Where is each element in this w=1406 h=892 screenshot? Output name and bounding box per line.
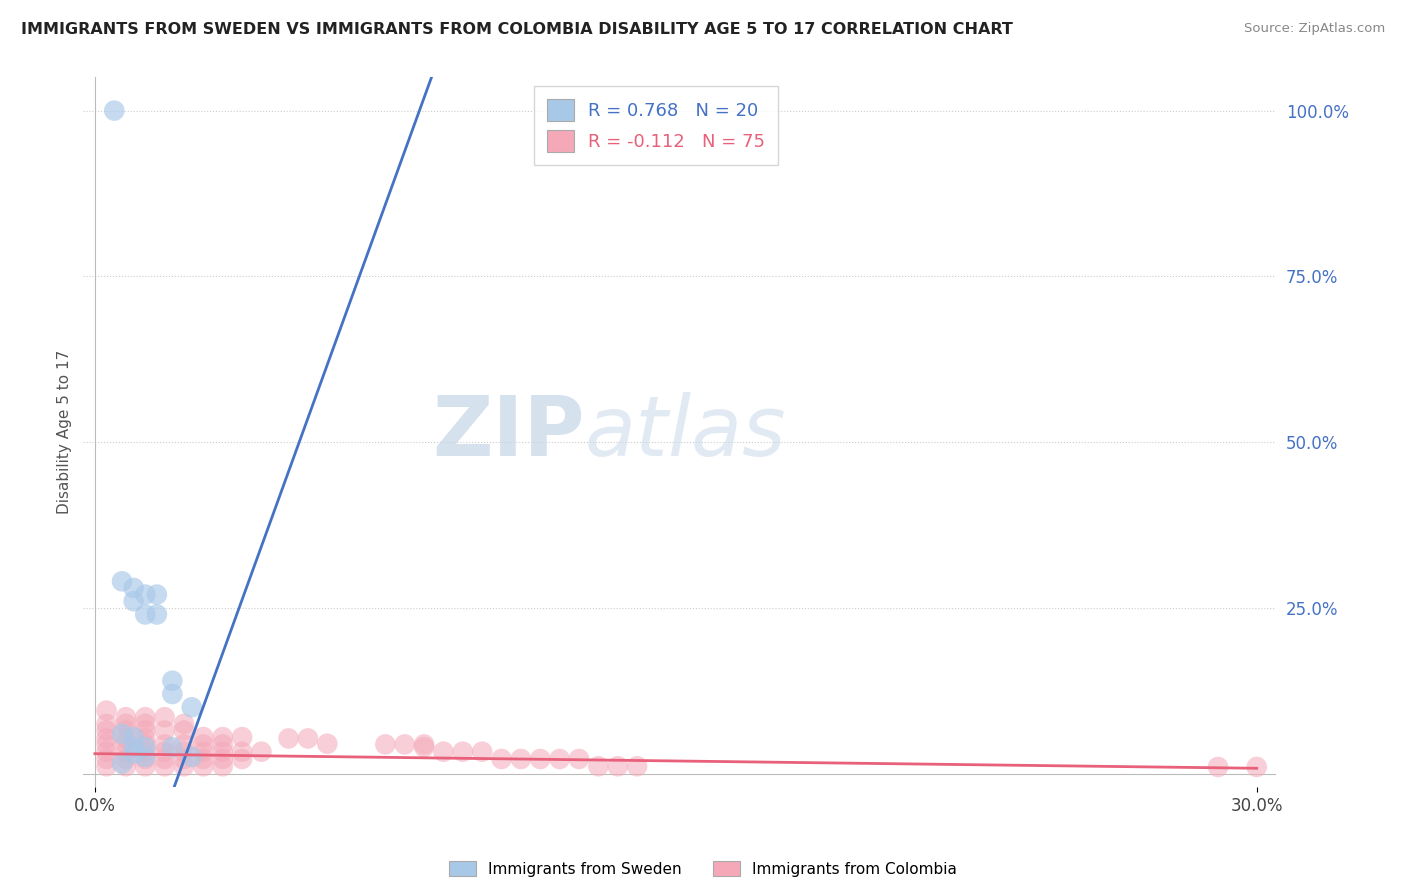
Point: [529, 752, 551, 766]
Point: [153, 745, 176, 759]
Point: [451, 745, 474, 759]
Point: [96, 704, 118, 718]
Point: [413, 740, 436, 755]
Point: [509, 752, 531, 766]
Point: [115, 759, 138, 773]
Point: [173, 716, 195, 731]
Point: [193, 752, 215, 766]
Point: [432, 745, 454, 759]
Point: [134, 740, 156, 755]
Point: [297, 731, 319, 746]
Text: atlas: atlas: [585, 392, 786, 473]
Point: [111, 756, 134, 771]
Point: [1246, 760, 1268, 774]
Point: [277, 731, 299, 746]
Point: [111, 574, 134, 589]
Text: Source: ZipAtlas.com: Source: ZipAtlas.com: [1244, 22, 1385, 36]
Point: [413, 738, 436, 752]
Point: [96, 716, 118, 731]
Point: [211, 752, 233, 766]
Point: [162, 673, 184, 688]
Point: [96, 745, 118, 759]
Point: [122, 581, 145, 595]
Point: [568, 752, 591, 766]
Point: [134, 750, 156, 764]
Point: [162, 687, 184, 701]
Point: [146, 588, 169, 602]
Point: [146, 607, 169, 622]
Point: [193, 738, 215, 752]
Point: [134, 745, 156, 759]
Point: [115, 745, 138, 759]
Point: [115, 723, 138, 738]
Point: [173, 723, 195, 738]
Legend: Immigrants from Sweden, Immigrants from Colombia: Immigrants from Sweden, Immigrants from …: [441, 853, 965, 884]
Point: [122, 730, 145, 744]
Point: [134, 588, 156, 602]
Point: [588, 759, 610, 773]
Point: [122, 740, 145, 755]
Point: [374, 738, 396, 752]
Point: [134, 738, 156, 752]
Point: [491, 752, 513, 766]
Text: IMMIGRANTS FROM SWEDEN VS IMMIGRANTS FROM COLOMBIA DISABILITY AGE 5 TO 17 CORREL: IMMIGRANTS FROM SWEDEN VS IMMIGRANTS FRO…: [21, 22, 1012, 37]
Point: [134, 723, 156, 738]
Point: [134, 752, 156, 766]
Point: [211, 745, 233, 759]
Point: [394, 738, 416, 752]
Text: ZIP: ZIP: [432, 392, 585, 473]
Point: [548, 752, 571, 766]
Point: [231, 730, 253, 744]
Point: [231, 752, 253, 766]
Point: [134, 716, 156, 731]
Point: [193, 759, 215, 773]
Point: [96, 731, 118, 746]
Point: [250, 745, 273, 759]
Point: [211, 759, 233, 773]
Point: [134, 607, 156, 622]
Point: [231, 745, 253, 759]
Point: [134, 731, 156, 746]
Point: [173, 759, 195, 773]
Point: [153, 710, 176, 724]
Point: [180, 750, 202, 764]
Point: [134, 759, 156, 773]
Point: [153, 752, 176, 766]
Point: [162, 740, 184, 755]
Point: [96, 738, 118, 752]
Point: [115, 710, 138, 724]
Point: [153, 759, 176, 773]
Point: [122, 747, 145, 761]
Point: [471, 745, 494, 759]
Point: [1206, 760, 1229, 774]
Point: [96, 723, 118, 738]
Point: [134, 710, 156, 724]
Point: [173, 738, 195, 752]
Point: [103, 103, 125, 118]
Point: [122, 594, 145, 608]
Point: [96, 752, 118, 766]
Legend: R = 0.768   N = 20, R = -0.112   N = 75: R = 0.768 N = 20, R = -0.112 N = 75: [534, 87, 778, 165]
Point: [111, 727, 134, 741]
Point: [153, 723, 176, 738]
Point: [115, 716, 138, 731]
Point: [115, 752, 138, 766]
Point: [193, 745, 215, 759]
Point: [180, 700, 202, 714]
Point: [173, 745, 195, 759]
Point: [626, 759, 648, 773]
Y-axis label: Disability Age 5 to 17: Disability Age 5 to 17: [58, 350, 72, 515]
Point: [153, 738, 176, 752]
Point: [316, 737, 339, 751]
Point: [115, 731, 138, 746]
Point: [211, 738, 233, 752]
Point: [115, 738, 138, 752]
Point: [606, 759, 628, 773]
Point: [211, 730, 233, 744]
Point: [173, 752, 195, 766]
Point: [193, 730, 215, 744]
Point: [96, 759, 118, 773]
